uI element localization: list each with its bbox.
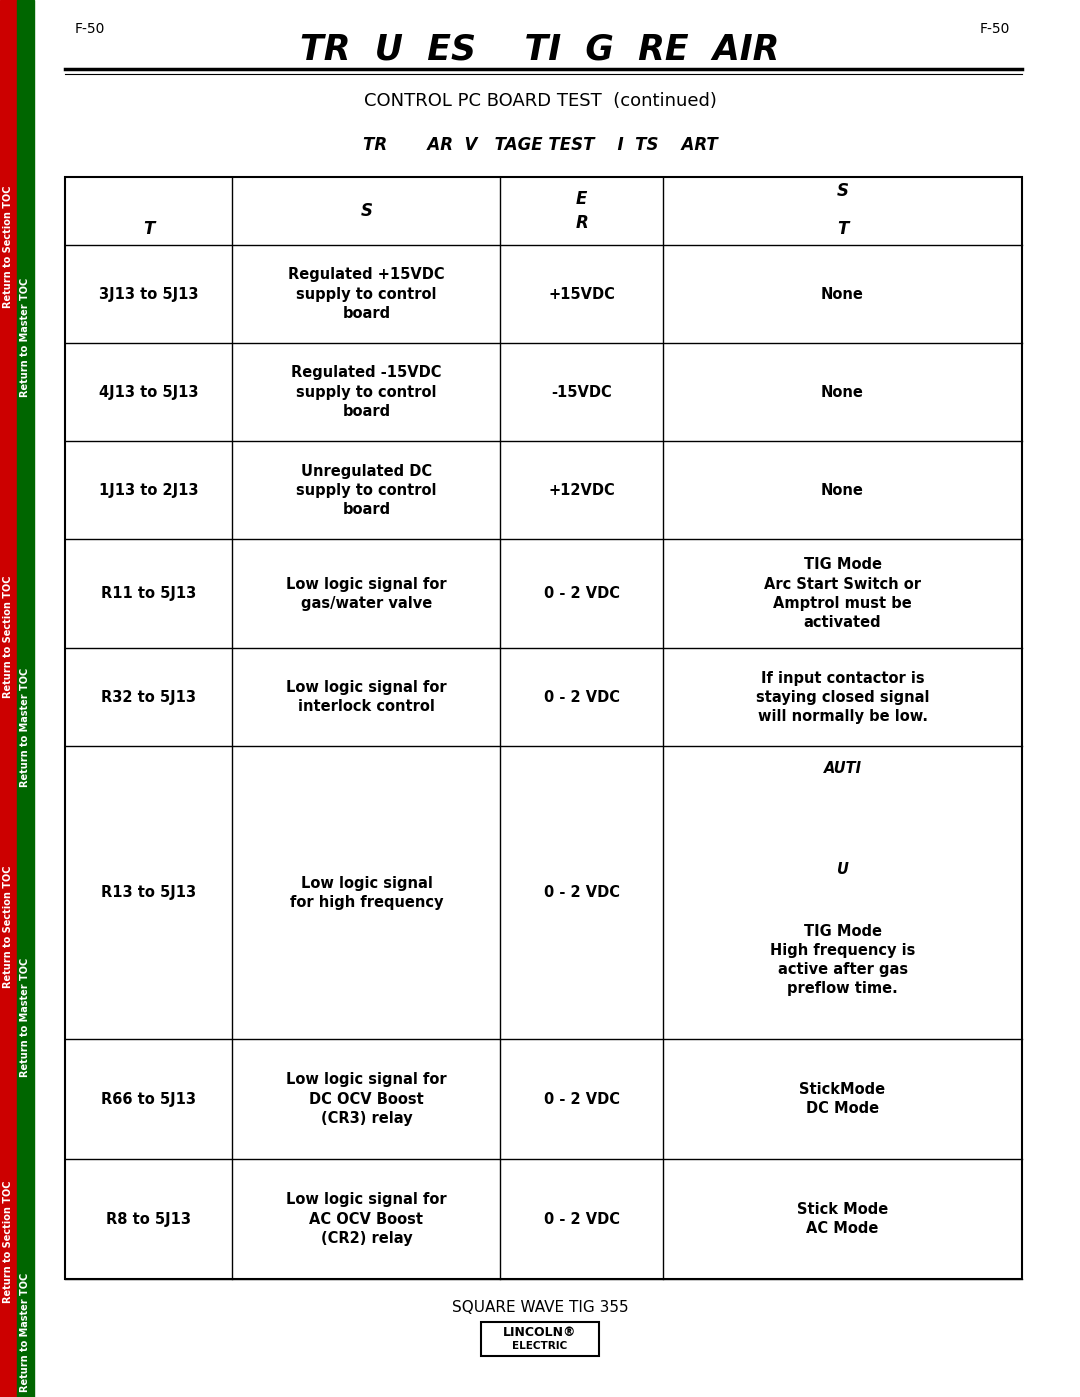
Text: T: T [837,219,848,237]
Text: R11 to 5J13: R11 to 5J13 [102,587,197,601]
Text: 0 - 2 VDC: 0 - 2 VDC [543,886,620,900]
Text: CONTROL PC BOARD TEST  (continued): CONTROL PC BOARD TEST (continued) [364,92,716,110]
Text: SQUARE WAVE TIG 355: SQUARE WAVE TIG 355 [451,1299,629,1315]
Text: R66 to 5J13: R66 to 5J13 [102,1091,197,1106]
Text: Low logic signal
for high frequency: Low logic signal for high frequency [289,876,443,909]
Text: StickMode
DC Mode: StickMode DC Mode [799,1083,886,1116]
Bar [17,0,33,1397]
Text: 4J13 to 5J13: 4J13 to 5J13 [99,384,199,400]
Text: TIG Mode
High frequency is
active after gas
preflow time.: TIG Mode High frequency is active after … [770,923,915,996]
Text: ELECTRIC: ELECTRIC [512,1341,568,1351]
Text: 0 - 2 VDC: 0 - 2 VDC [543,690,620,705]
Text: R8 to 5J13: R8 to 5J13 [106,1211,191,1227]
Bar [481,1322,599,1356]
Text: Return to Master TOC: Return to Master TOC [21,957,30,1077]
Bar [0,0,17,1397]
Text: +15VDC: +15VDC [549,286,616,302]
Text: None: None [821,384,864,400]
Text: If input contactor is
staying closed signal
will normally be low.: If input contactor is staying closed sig… [756,671,929,724]
Text: Return to Master TOC: Return to Master TOC [21,278,30,397]
Text: Low logic signal for
DC OCV Boost
(CR3) relay: Low logic signal for DC OCV Boost (CR3) … [286,1073,447,1126]
Text: Return to Section TOC: Return to Section TOC [3,186,14,309]
Text: S: S [837,182,849,200]
Text: Return to Master TOC: Return to Master TOC [21,1273,30,1391]
Text: Stick Mode
AC Mode: Stick Mode AC Mode [797,1201,888,1236]
Text: Regulated -15VDC
supply to control
board: Regulated -15VDC supply to control board [292,366,442,419]
Text: R32 to 5J13: R32 to 5J13 [102,690,197,705]
Text: 3J13 to 5J13: 3J13 to 5J13 [99,286,199,302]
Text: S: S [361,203,373,219]
Text: +12VDC: +12VDC [549,483,616,497]
Text: Low logic signal for
interlock control: Low logic signal for interlock control [286,680,447,714]
Text: F-50: F-50 [980,22,1010,36]
Text: LINCOLN®: LINCOLN® [503,1326,577,1338]
Text: Unregulated DC
supply to control
board: Unregulated DC supply to control board [296,464,436,517]
Text: U: U [837,862,849,877]
Text: TR  U  ES    TI  G  RE  AIR: TR U ES TI G RE AIR [300,32,780,66]
Text: Return to Section TOC: Return to Section TOC [3,1180,14,1303]
Bar [65,177,1022,1280]
Text: TR       AR  V   TAGE TEST    I  TS    ART: TR AR V TAGE TEST I TS ART [363,136,717,154]
Text: R13 to 5J13: R13 to 5J13 [102,886,197,900]
Text: -15VDC: -15VDC [552,384,612,400]
Text: AUTI: AUTI [824,761,862,775]
Text: Low logic signal for
AC OCV Boost
(CR2) relay: Low logic signal for AC OCV Boost (CR2) … [286,1193,447,1246]
Text: Regulated +15VDC
supply to control
board: Regulated +15VDC supply to control board [288,267,445,321]
Text: Return to Master TOC: Return to Master TOC [21,668,30,787]
Text: T: T [143,219,154,237]
Text: Return to Section TOC: Return to Section TOC [3,866,14,988]
Text: 0 - 2 VDC: 0 - 2 VDC [543,1091,620,1106]
Text: Low logic signal for
gas/water valve: Low logic signal for gas/water valve [286,577,447,610]
Text: 1J13 to 2J13: 1J13 to 2J13 [99,483,199,497]
Text: Return to Section TOC: Return to Section TOC [3,576,14,698]
Text: None: None [821,286,864,302]
Text: E
R: E R [576,190,589,232]
Text: F-50: F-50 [75,22,106,36]
Text: 0 - 2 VDC: 0 - 2 VDC [543,587,620,601]
Text: None: None [821,483,864,497]
Text: TIG Mode
Arc Start Switch or
Amptrol must be
activated: TIG Mode Arc Start Switch or Amptrol mus… [764,557,921,630]
Text: 0 - 2 VDC: 0 - 2 VDC [543,1211,620,1227]
